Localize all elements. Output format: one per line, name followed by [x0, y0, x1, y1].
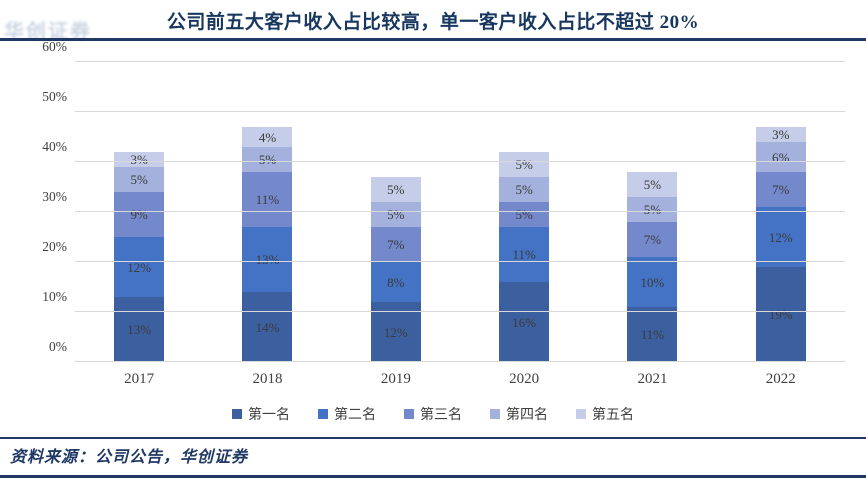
legend-item: 第三名 — [404, 404, 462, 424]
bar-segment: 12% — [370, 302, 421, 362]
bar-segment: 5% — [627, 172, 678, 197]
legend-swatch-icon — [576, 409, 586, 419]
x-axis-label: 2019 — [380, 371, 411, 387]
bar-column-2022: 19% 12% 7% 6% 3% — [717, 62, 845, 362]
bar-stack: 12% 8% 7% 5% 5% — [370, 177, 421, 362]
bar-segment: 19% — [755, 267, 806, 362]
bar-stack: 19% 12% 7% 6% 3% — [755, 127, 806, 362]
bar-segment: 8% — [370, 262, 421, 302]
legend-item: 第二名 — [318, 404, 376, 424]
gridline — [75, 311, 845, 312]
chart-title: 公司前五大客户收入占比较高，单一客户收入占比不超过 20% — [166, 12, 700, 33]
source-note: 资料来源：公司公告，华创证券 — [10, 449, 249, 466]
bar-segment: 14% — [242, 292, 293, 362]
legend-swatch-icon — [318, 409, 328, 419]
footer-top-rule — [0, 437, 866, 439]
bar-segment: 11% — [627, 307, 678, 362]
bar-segment: 7% — [627, 222, 678, 257]
bar-segment: 5% — [499, 152, 550, 177]
x-axis-label: 2017 — [124, 371, 155, 387]
bar-segment: 12% — [114, 237, 165, 297]
bar-segment: 5% — [370, 202, 421, 227]
plot-area: 13% 12% 9% 5% 3% 14% 13% 11% 5% 4% 12% 8% 7% 5% 5% 16% 1… — [42, 39, 845, 362]
bar-segment: 13% — [242, 227, 293, 292]
legend-label: 第五名 — [592, 408, 634, 423]
legend-label: 第一名 — [248, 408, 290, 423]
bar-segment: 10% — [627, 257, 678, 307]
y-tick-label: 10% — [42, 288, 67, 304]
x-axis-label: 2018 — [252, 371, 283, 387]
bar-segment: 7% — [370, 227, 421, 262]
bar-segment: 9% — [114, 192, 165, 237]
bar-segment: 11% — [242, 172, 293, 227]
gridline — [75, 261, 845, 262]
gridline — [75, 211, 845, 212]
gridline — [75, 361, 845, 362]
footer-bottom-rule — [0, 474, 866, 478]
bar-segment: 5% — [370, 177, 421, 202]
x-axis-label: 2022 — [765, 371, 796, 387]
title-underline-rule — [0, 38, 866, 41]
gridline — [75, 61, 845, 62]
bar-segment: 16% — [499, 282, 550, 362]
y-tick-label: 40% — [42, 138, 67, 154]
legend-label: 第三名 — [420, 408, 462, 423]
legend-label: 第四名 — [506, 408, 548, 423]
y-tick-label: 0% — [49, 338, 67, 354]
bar-segment: 7% — [755, 172, 806, 207]
bar-segment: 5% — [242, 147, 293, 172]
bar-stack: 16% 11% 5% 5% 5% — [499, 152, 550, 362]
bar-segment: 11% — [499, 227, 550, 282]
bar-segment: 3% — [755, 127, 806, 142]
bar-column-2020: 16% 11% 5% 5% 5% — [460, 62, 588, 362]
legend-swatch-icon — [490, 409, 500, 419]
y-tick-label: 50% — [42, 88, 67, 104]
bar-stack: 14% 13% 11% 5% 4% — [242, 127, 293, 362]
legend-swatch-icon — [232, 409, 242, 419]
bar-column-2017: 13% 12% 9% 5% 3% — [75, 62, 203, 362]
bar-segment: 5% — [499, 202, 550, 227]
bar-column-2018: 14% 13% 11% 5% 4% — [203, 62, 331, 362]
y-tick-label: 20% — [42, 238, 67, 254]
bar-segment: 4% — [242, 127, 293, 147]
bar-column-2019: 12% 8% 7% 5% 5% — [332, 62, 460, 362]
bar-stack: 13% 12% 9% 5% 3% — [114, 152, 165, 362]
bar-segment: 12% — [755, 207, 806, 267]
y-tick-label: 30% — [42, 188, 67, 204]
legend-label: 第二名 — [334, 408, 376, 423]
gridline — [75, 111, 845, 112]
legend-swatch-icon — [404, 409, 414, 419]
bar-segment: 5% — [114, 167, 165, 192]
gridline — [75, 161, 845, 162]
legend-item: 第四名 — [490, 404, 548, 424]
bar-segment: 13% — [114, 297, 165, 362]
bar-segment: 6% — [755, 142, 806, 172]
bar-column-2021: 11% 10% 7% 5% 5% — [588, 62, 716, 362]
legend-item: 第五名 — [576, 404, 634, 424]
x-axis-label: 2021 — [637, 371, 668, 387]
bar-segment: 5% — [499, 177, 550, 202]
bar-segment: 3% — [114, 152, 165, 167]
x-axis-label: 2020 — [509, 371, 540, 387]
faded-watermark: 华创证券 — [4, 21, 92, 43]
legend-item: 第一名 — [232, 404, 290, 424]
x-axis-labels: 2017 2018 2019 2020 2021 2022 — [75, 371, 845, 388]
y-tick-label: 60% — [42, 38, 67, 54]
bar-segment: 5% — [627, 197, 678, 222]
bars-container: 13% 12% 9% 5% 3% 14% 13% 11% 5% 4% 12% 8% 7% 5% 5% 16% 1… — [75, 62, 845, 362]
bar-stack: 11% 10% 7% 5% 5% — [627, 172, 678, 362]
legend: 第一名 第二名 第三名 第四名 第五名 — [0, 404, 866, 424]
